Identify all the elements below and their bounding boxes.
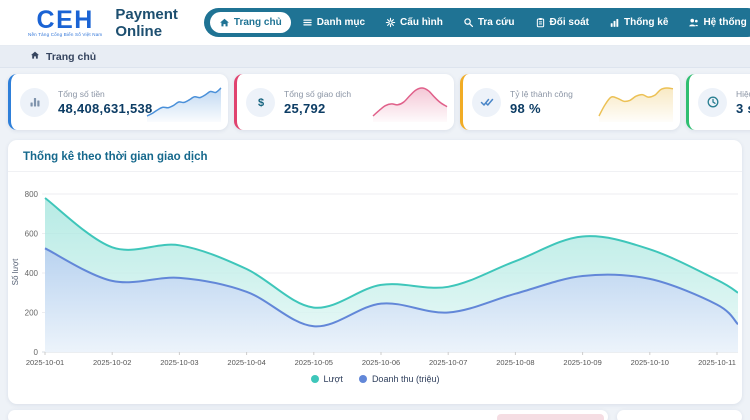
- svg-text:2025-10-08: 2025-10-08: [496, 358, 534, 367]
- svg-text:2025-10-07: 2025-10-07: [429, 358, 467, 367]
- logo-block[interactable]: CEH Nền Tảng Cổng Biển Số Việt Nam: [28, 6, 103, 38]
- legend-item-luot[interactable]: Lượt: [310, 374, 343, 384]
- stat-cards-row: Tổng số tiền 48,408,631,538 $ Tổng số giao …: [8, 74, 750, 130]
- breadcrumb: Trang chủ: [0, 46, 750, 68]
- home-icon: [30, 50, 40, 63]
- double-check-icon: [472, 87, 501, 117]
- svg-text:2025-10-09: 2025-10-09: [563, 358, 601, 367]
- clock-icon: [698, 87, 727, 117]
- svg-text:0: 0: [34, 348, 39, 357]
- main-nav: Trang chủ Danh mục Cấu hình Tra cứu Đối soát…: [203, 8, 750, 37]
- chart-card: Thống kê theo thời gian giao dịch Số lượ…: [8, 140, 742, 404]
- legend-dot: [358, 375, 367, 383]
- nav-item-cau-hinh[interactable]: Cấu hình: [376, 12, 452, 33]
- gear-icon: [385, 17, 396, 28]
- stat-value: 25,792: [284, 100, 326, 116]
- bottom-right-card: [617, 410, 742, 420]
- stat-label: Tổng số giao dịch: [284, 88, 352, 99]
- svg-text:2025-10-01: 2025-10-01: [26, 358, 64, 367]
- app-title: Payment Online: [115, 5, 178, 40]
- clipboard-icon: [535, 17, 546, 28]
- logo-tagline: Nền Tảng Cổng Biển Số Việt Nam: [28, 32, 103, 37]
- bottom-card-pink-element[interactable]: [497, 414, 604, 420]
- svg-text:2025-10-11: 2025-10-11: [698, 358, 736, 367]
- nav-item-he-thong[interactable]: Hệ thống: [679, 12, 750, 33]
- bar-chart-icon: [609, 17, 620, 28]
- legend-dot: [310, 375, 319, 383]
- stat-value: 3 s: [736, 100, 750, 116]
- svg-text:200: 200: [25, 309, 39, 318]
- svg-text:600: 600: [25, 230, 39, 239]
- nav-item-tra-cuu[interactable]: Tra cứu: [454, 12, 524, 33]
- sparkline: [372, 87, 448, 122]
- app-header: CEH Nền Tảng Cổng Biển Số Việt Nam Payme…: [0, 0, 750, 46]
- chart-legend: Lượt Doanh thu (triệu): [8, 374, 742, 384]
- chart-divider: [8, 171, 742, 172]
- sparkline: [598, 87, 674, 122]
- nav-item-danh-muc[interactable]: Danh mục: [293, 12, 374, 33]
- stat-card-tong-so-giao-dich: $ Tổng số giao dịch 25,792: [234, 74, 454, 130]
- svg-text:400: 400: [25, 269, 39, 278]
- search-icon: [463, 17, 474, 28]
- breadcrumb-label[interactable]: Trang chủ: [46, 50, 97, 63]
- sparkline: [146, 87, 222, 122]
- stat-label: Tỷ lệ thành công: [510, 88, 573, 99]
- svg-text:2025-10-04: 2025-10-04: [227, 358, 265, 367]
- stat-value: 48,408,631,538: [58, 100, 153, 116]
- svg-text:2025-10-02: 2025-10-02: [93, 358, 131, 367]
- users-icon: [688, 17, 699, 28]
- svg-text:2025-10-03: 2025-10-03: [160, 358, 198, 367]
- chart-title: Thống kê theo thời gian giao dịch: [23, 151, 208, 163]
- stat-label: Tổng số tiền: [58, 88, 105, 99]
- nav-item-thong-ke[interactable]: Thống kê: [600, 12, 677, 33]
- bottom-left-card: [8, 410, 608, 420]
- dollar-icon: $: [246, 87, 275, 117]
- svg-text:800: 800: [25, 190, 39, 199]
- legend-item-doanh-thu-trieu[interactable]: Doanh thu (triệu): [358, 374, 439, 384]
- svg-text:$: $: [257, 97, 263, 109]
- nav-item-trang-chu[interactable]: Trang chủ: [209, 12, 291, 33]
- stat-value: 98 %: [510, 100, 541, 116]
- stat-card-hieu-suat-xu-ly: Hiệu suất xử lý3 s: [686, 74, 750, 130]
- menu-icon: [302, 17, 313, 28]
- home-icon: [219, 17, 230, 28]
- svg-text:2025-10-05: 2025-10-05: [295, 358, 333, 367]
- svg-text:2025-10-06: 2025-10-06: [362, 358, 400, 367]
- stat-card-tong-so-tien: Tổng số tiền 48,408,631,538: [8, 74, 228, 130]
- svg-text:2025-10-10: 2025-10-10: [631, 358, 669, 367]
- transaction-time-chart[interactable]: 0 200 400 600 800 2025-10-01 2025-10-02 2025-10…: [12, 184, 738, 370]
- stat-card-ty-le-thanh-cong: Tỷ lệ thành công 98 %: [460, 74, 680, 130]
- logo-text: CEH: [36, 6, 94, 34]
- bars-icon: [20, 87, 49, 117]
- nav-item-doi-soat[interactable]: Đối soát: [526, 12, 598, 33]
- stat-label: Hiệu suất xử lý: [736, 88, 750, 99]
